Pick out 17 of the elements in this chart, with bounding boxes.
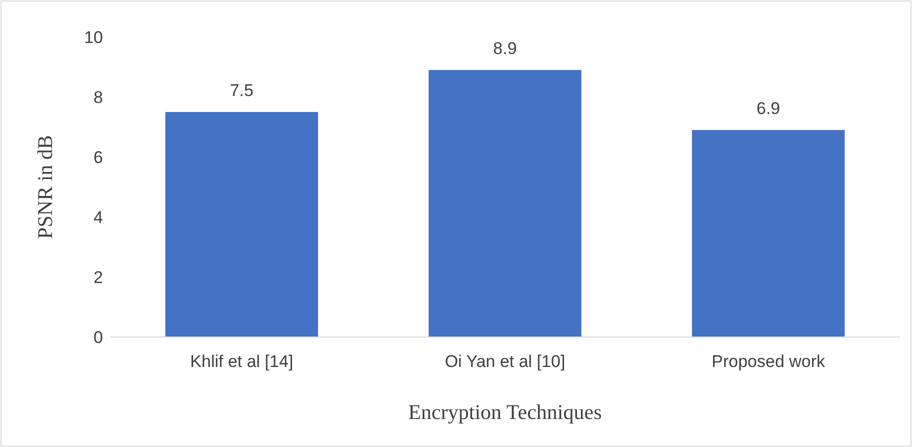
bar — [692, 130, 845, 337]
x-tick-label: Khlif et al [14] — [190, 352, 294, 371]
bar — [165, 112, 318, 337]
data-label: 6.9 — [756, 99, 780, 118]
data-label: 8.9 — [493, 39, 517, 58]
y-tick-label: 10 — [84, 28, 103, 47]
y-tick-label: 2 — [94, 268, 103, 287]
data-label: 7.5 — [230, 81, 254, 100]
x-tick-label: Oi Yan et al [10] — [444, 352, 566, 371]
bar — [428, 70, 582, 337]
y-tick-label: 6 — [94, 148, 103, 167]
x-tick-label: Proposed work — [712, 352, 826, 371]
y-tick-label: 0 — [94, 328, 103, 347]
y-tick-label: 4 — [94, 208, 103, 227]
y-axis-title: PSNR in dB — [33, 135, 57, 239]
x-axis-title: Encryption Techniques — [408, 400, 602, 424]
y-tick-label: 8 — [94, 88, 103, 107]
